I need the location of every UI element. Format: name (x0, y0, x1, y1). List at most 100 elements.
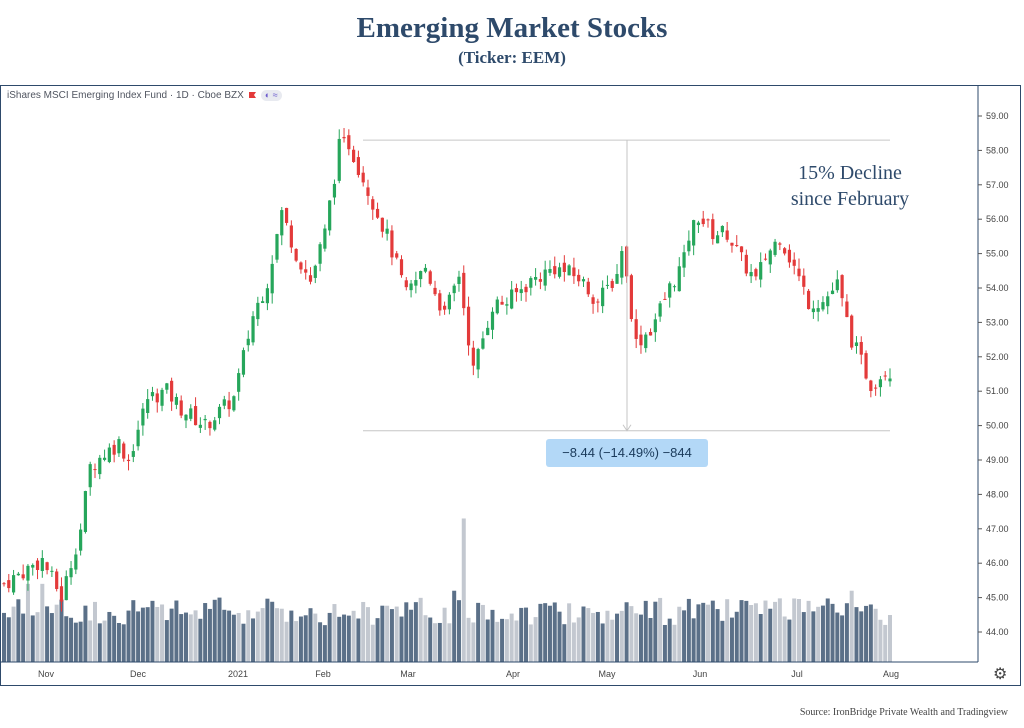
candle-body (179, 400, 183, 416)
candle-body (711, 219, 715, 240)
volume-bar (423, 615, 428, 662)
volume-bar (16, 599, 21, 662)
candle-body (553, 266, 557, 275)
candle-body (648, 331, 653, 336)
volume-bar (179, 614, 184, 662)
candle-body (692, 220, 696, 246)
volume-bar (883, 624, 888, 662)
candle-body (677, 266, 681, 292)
volume-bar (610, 619, 615, 662)
volume-bar (600, 623, 605, 662)
candle-body (514, 288, 519, 293)
volume-bar (64, 616, 69, 662)
volume-bar (461, 518, 466, 662)
candle-body (11, 575, 16, 593)
candle-body (629, 275, 633, 320)
volume-bar (433, 623, 438, 662)
candle-body (55, 571, 59, 589)
candle-body (251, 316, 255, 343)
volume-bar (308, 608, 313, 662)
candle-body (328, 200, 332, 231)
volume-bar (112, 615, 117, 662)
candle-body (232, 396, 236, 411)
candle-body (462, 272, 466, 309)
indicator-pill-icon[interactable]: ◐ ≈ (260, 90, 282, 101)
candle-body (433, 287, 437, 295)
candle-body (141, 408, 145, 426)
volume-bar (270, 601, 275, 662)
gear-icon[interactable]: ⚙ (993, 666, 1008, 683)
volume-bar (145, 607, 150, 662)
candle-body (524, 286, 528, 293)
volume-bar (768, 608, 773, 662)
candle-body (21, 574, 25, 579)
candle-body (193, 406, 198, 426)
volume-bar (773, 601, 778, 662)
candle-body (567, 265, 571, 276)
candle-body (787, 249, 792, 263)
candle-body (476, 349, 480, 370)
volume-bar (30, 615, 35, 662)
candle-body (792, 259, 796, 266)
volume-bar (437, 622, 442, 662)
candle-body (706, 219, 710, 221)
volume-bar (102, 620, 107, 662)
volume-bar (45, 606, 50, 662)
candle-body (735, 245, 739, 247)
volume-bar (160, 604, 165, 662)
candle-body (107, 447, 111, 463)
candle-body (375, 208, 380, 218)
candle-body (821, 302, 825, 310)
volume-bar (500, 618, 505, 662)
candle-body (280, 210, 284, 236)
candle-body (811, 308, 815, 313)
x-tick-label: Jun (693, 669, 708, 679)
candle-body (136, 429, 140, 447)
volume-bar (849, 590, 854, 662)
candle-body (399, 259, 404, 276)
y-tick-label: 50.00 (986, 421, 1009, 431)
red-flag-icon[interactable] (248, 91, 257, 100)
candles (2, 128, 892, 612)
candlestick-chart[interactable]: 44.00 45.00 46.00 47.00 48.00 49.00 50.00 51.00… (0, 85, 1021, 686)
volume-bar (749, 605, 754, 662)
y-tick-label: 56.00 (986, 214, 1009, 224)
candle-body (198, 424, 202, 428)
volume-bar (792, 598, 797, 662)
volume-bar (69, 617, 74, 662)
volume-bar (825, 598, 830, 662)
volume-bar (543, 603, 548, 662)
candle-body (155, 393, 159, 403)
volume-bar (21, 613, 26, 662)
volume-bar (404, 602, 409, 662)
volume-bar (571, 622, 576, 662)
volume-bar (725, 599, 730, 662)
y-tick-label: 54.00 (986, 283, 1009, 293)
candle-body (31, 564, 35, 568)
candle-body (610, 281, 614, 288)
volume-bar (667, 618, 672, 662)
candle-body (184, 414, 188, 421)
volume-bar (634, 613, 639, 662)
candle-body (701, 218, 705, 225)
volume-bar (212, 599, 217, 662)
measure-label: −8.44 (−14.49%) −844 (546, 439, 708, 467)
y-tick-label: 59.00 (986, 111, 1009, 121)
candle-body (816, 308, 820, 312)
volume-bar (677, 606, 682, 662)
candle-body (390, 230, 394, 258)
candle-body (725, 230, 729, 240)
volume-bar (107, 611, 112, 662)
symbol-label: iShares MSCI Emerging Index Fund · 1D · … (7, 90, 244, 101)
volume-bar (672, 624, 677, 662)
volume-bar (538, 603, 543, 662)
candle-body (275, 234, 279, 260)
candle-body (16, 573, 20, 576)
volume-bar (59, 599, 64, 662)
candle-body (69, 568, 73, 578)
candle-body (93, 469, 97, 471)
volume-bar (25, 583, 30, 662)
volume-bar (452, 590, 457, 662)
candle-body (419, 271, 423, 280)
candle-body (423, 267, 428, 272)
